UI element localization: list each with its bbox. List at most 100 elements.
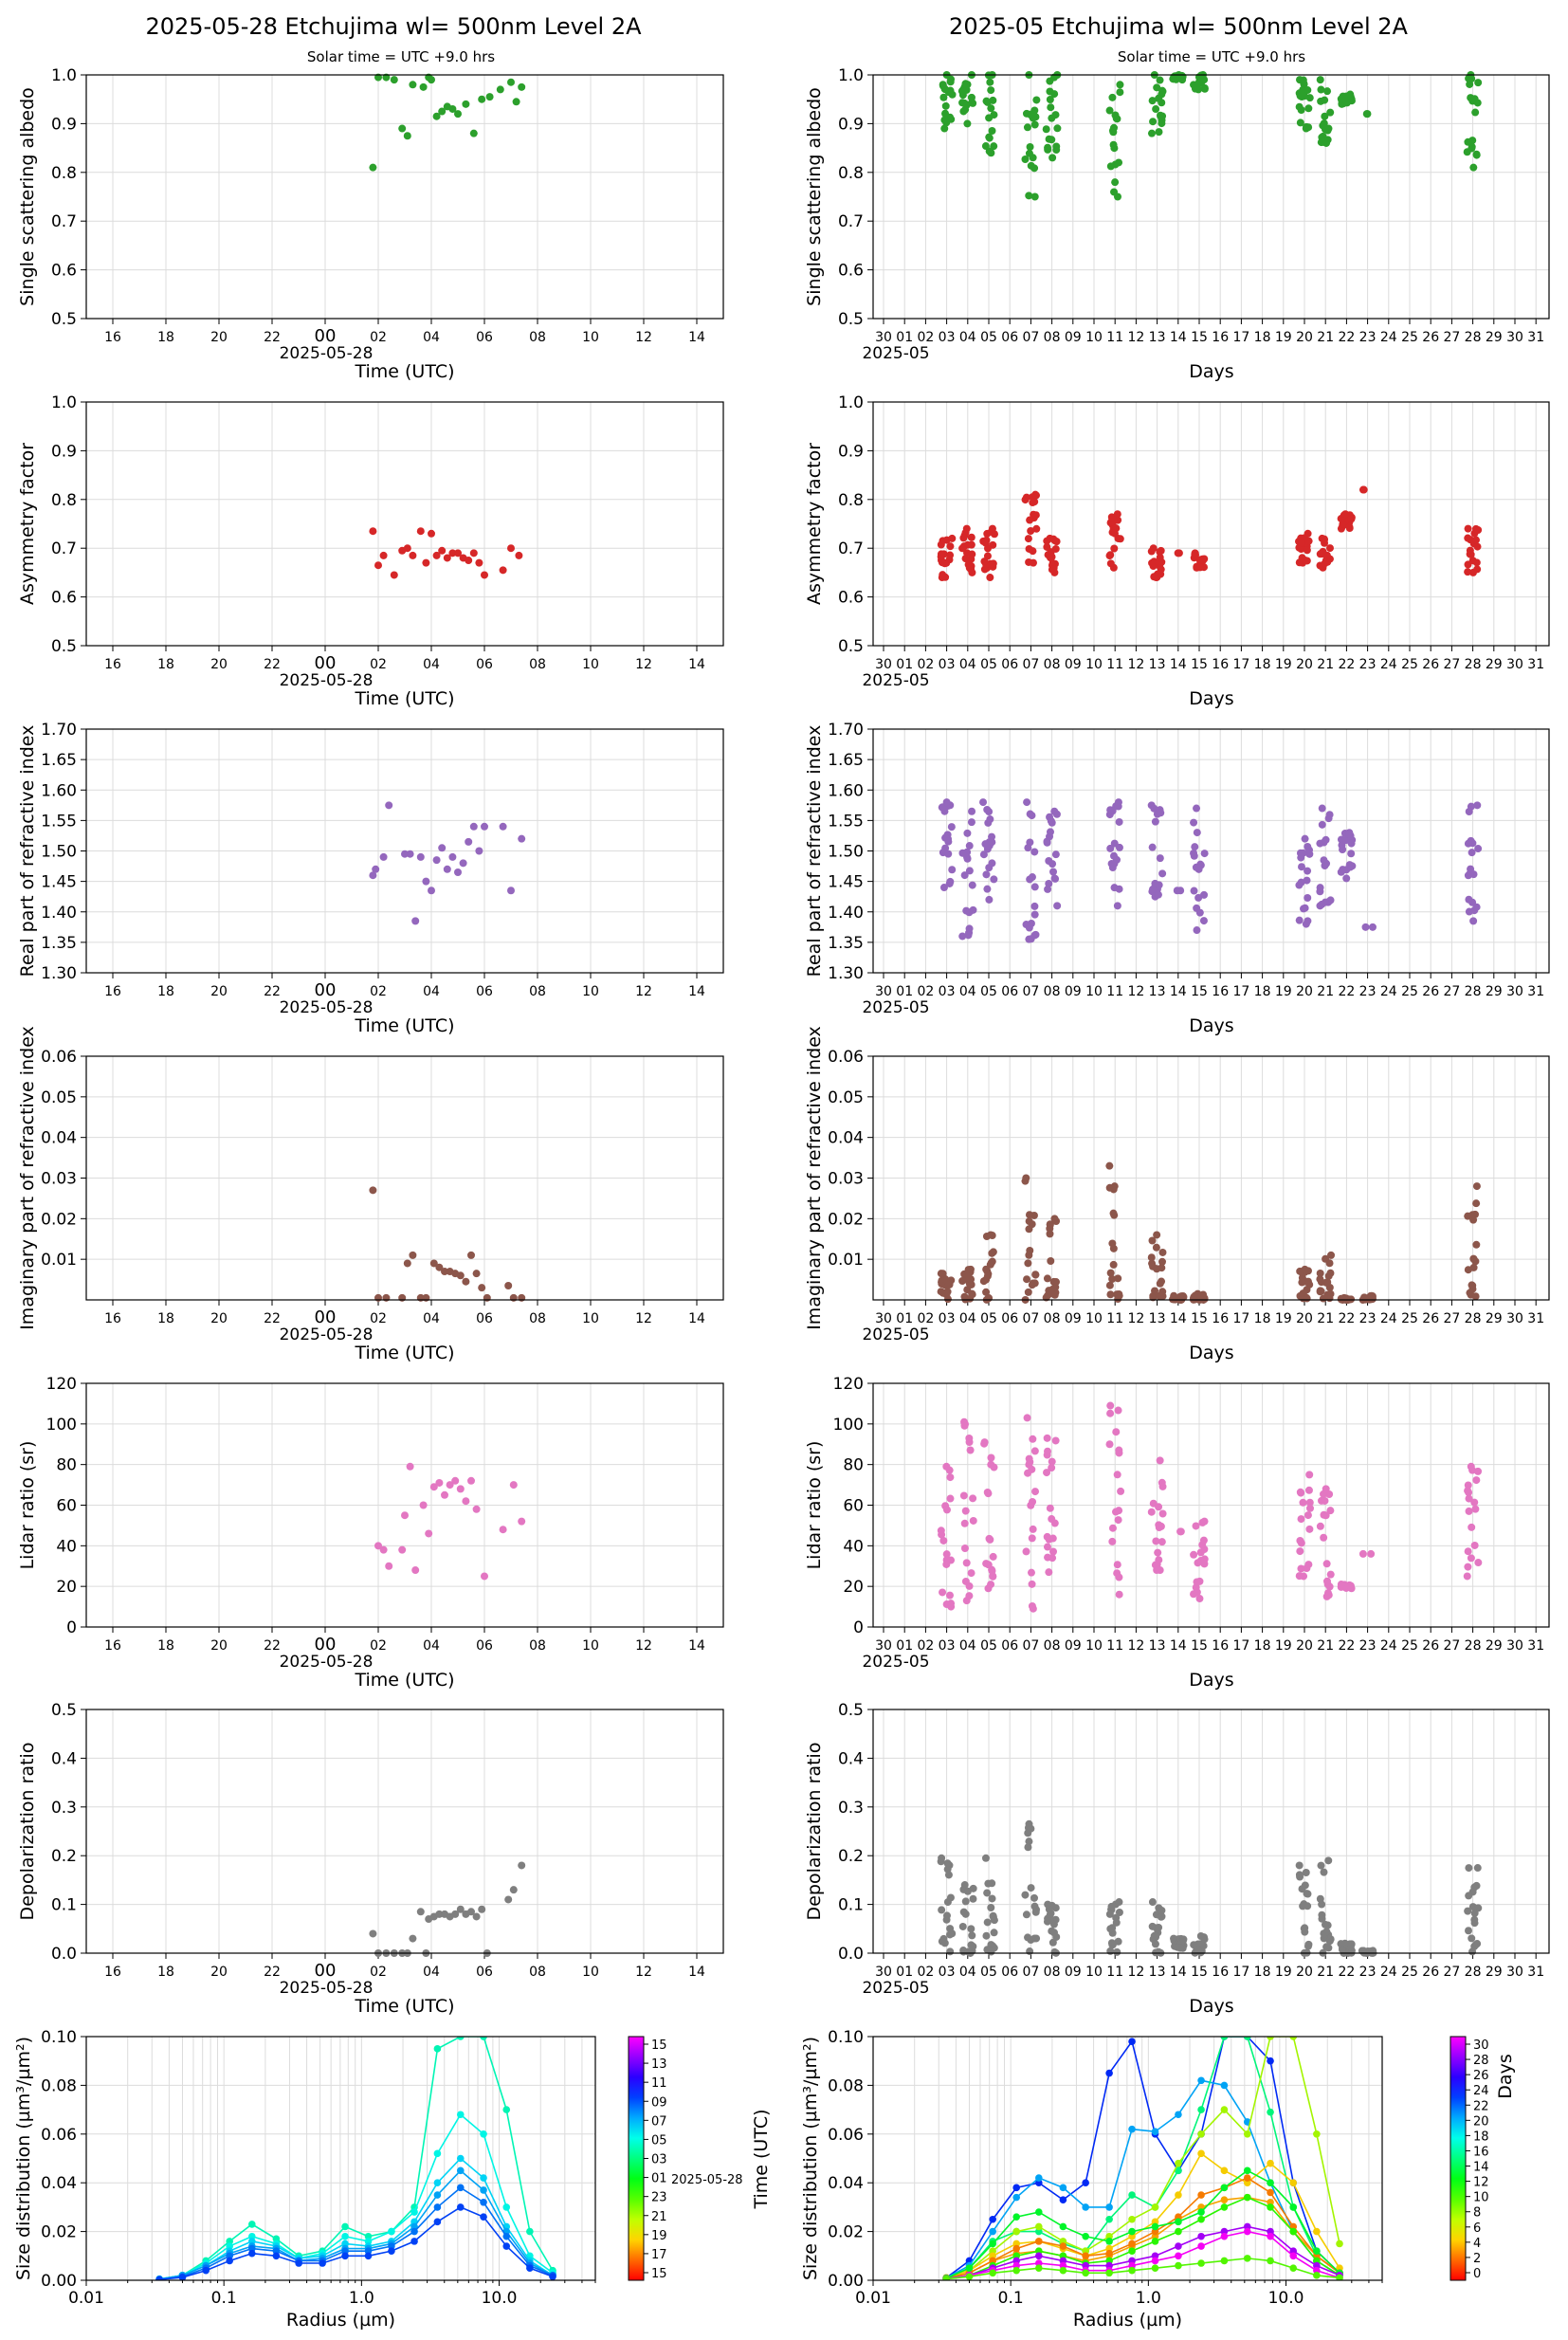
right-size-series-point (989, 2215, 996, 2223)
right-panel-point (939, 1588, 947, 1597)
right-panel-point (1110, 529, 1119, 538)
left-panel-xtick-label: 10 (582, 657, 599, 672)
left-panel-xtick-label: 02 (370, 1311, 387, 1326)
right-panel-point (1155, 881, 1163, 889)
left-panel-ytick-label: 0.05 (41, 1088, 77, 1107)
right-panel-point (1044, 1900, 1052, 1909)
right-panel-point (1191, 549, 1199, 558)
right-size-series-point (942, 2275, 950, 2280)
left-panel-frame (85, 74, 724, 320)
right-panel-point (1467, 1554, 1475, 1563)
right-size-series-point (1197, 2149, 1205, 2158)
right-panel-point (962, 524, 971, 533)
right-panel-point (1301, 1265, 1309, 1273)
right-panel-point (1318, 820, 1326, 829)
right-size-series-point (1151, 2203, 1159, 2211)
left-panel-point (422, 1293, 430, 1302)
right-panel-xtick-label: 06 (1001, 1638, 1018, 1654)
right-panel-point (1295, 1572, 1304, 1581)
right-panel-point (938, 1906, 946, 1914)
right-panel-xtick-label: 09 (1065, 1311, 1082, 1326)
right-panel-point (1116, 81, 1124, 89)
right-panel-point (1053, 902, 1062, 910)
right-panel-xtick-label: 31 (1527, 657, 1544, 672)
right-panel-point (1157, 1522, 1165, 1530)
right-panel-point (960, 1519, 969, 1527)
right-panel-point (1022, 1910, 1030, 1919)
right-panel-xtick-label: 03 (939, 1638, 956, 1654)
right-panel-xtick-label: 05 (980, 1965, 997, 1980)
right-panel-xlabel: Days (1189, 1015, 1233, 1036)
right-panel-xtick-label: 03 (939, 1311, 956, 1326)
left-panel-point (448, 549, 457, 558)
left-panel-xtick-label: 04 (423, 330, 440, 345)
right-panel-point (1305, 94, 1314, 102)
right-panel-point (1051, 1283, 1060, 1291)
right-panel-point (969, 99, 977, 107)
left-panel-point (438, 107, 447, 116)
right-size-ytick-label: 0.08 (828, 2076, 864, 2095)
right-panel-point (1158, 1482, 1167, 1490)
right-panel-point (1021, 155, 1030, 164)
right-panel-point (963, 119, 972, 128)
right-panel-frame (872, 1709, 1550, 1954)
right-panel-point (1106, 1290, 1115, 1299)
right-panel-y-tick-label: 1.35 (828, 934, 864, 953)
right-panel-point (1322, 1485, 1330, 1493)
left-panel-point (390, 571, 398, 579)
right-panel-point (1046, 1504, 1054, 1512)
right-panel-point (1463, 1572, 1471, 1581)
right-panel-point (1108, 1524, 1117, 1532)
right-panel-point (958, 932, 967, 941)
right-panel-point (1151, 1287, 1159, 1295)
right-panel-point (968, 1289, 976, 1298)
left-panel-xtick-label: 02 (370, 1638, 387, 1654)
right-panel-point (1050, 807, 1059, 815)
right-panel-y-tick-label: 120 (833, 1375, 864, 1394)
right-panel-point (981, 142, 990, 151)
left-panel-xtick-label: 12 (635, 1965, 652, 1980)
right-panel-xtick-label: 24 (1380, 1965, 1397, 1980)
right-panel-point (1025, 1460, 1033, 1469)
right-size-series-point (1012, 2213, 1020, 2221)
right-panel-point (1032, 96, 1041, 104)
right-panel-point (1345, 829, 1354, 837)
right-panel-point (1046, 534, 1054, 542)
right-panel-point (1341, 510, 1350, 519)
right-panel-point (1305, 1525, 1314, 1533)
left-panel-point (478, 1284, 486, 1292)
left-panel-y-tick-label: 1.55 (41, 812, 77, 831)
right-panel-y-tick-label: 0.9 (838, 115, 864, 134)
left-panel-xtick-label: 14 (688, 984, 705, 999)
right-panel-ytick-label: 0.04 (828, 1129, 864, 1148)
right-panel-point (1046, 554, 1054, 562)
right-panel-y-tick-label: 0.9 (838, 442, 864, 461)
right-panel-y-tick-label: 100 (833, 1416, 864, 1435)
right-panel-point (944, 850, 953, 858)
right-panel-xtick-label: 08 (1044, 1638, 1061, 1654)
right-panel-point (1158, 116, 1166, 124)
left-panel-ytick-label: 0.02 (41, 1210, 77, 1229)
right-size-ytick-label: 0.02 (828, 2223, 864, 2242)
right-panel-xtick-label: 21 (1317, 330, 1334, 345)
right-panel-point (942, 1462, 951, 1471)
right-panel-point (1316, 1522, 1324, 1530)
right-panel-point (1304, 1486, 1313, 1494)
right-panel-point (1153, 1566, 1161, 1575)
right-panel-point (1193, 926, 1201, 935)
right-panel-point (1149, 1293, 1158, 1302)
right-panel-point (1347, 839, 1356, 848)
right-panel-y-tick-label: 0.1 (838, 1896, 864, 1915)
right-panel-point (1024, 1259, 1032, 1268)
right-panel-point (1304, 1561, 1313, 1569)
right-panel-point (1147, 129, 1156, 137)
right-panel-point (1348, 862, 1357, 870)
right-panel-point (1320, 1533, 1328, 1542)
right-panel-point (979, 850, 988, 859)
right-panel-point (1465, 895, 1473, 904)
right-panel-point (1362, 110, 1371, 119)
right-panel-point (1105, 1440, 1114, 1449)
right-size-series-point (1105, 2249, 1113, 2258)
right-panel-point (1304, 104, 1313, 113)
right-panel-point (1108, 807, 1117, 815)
